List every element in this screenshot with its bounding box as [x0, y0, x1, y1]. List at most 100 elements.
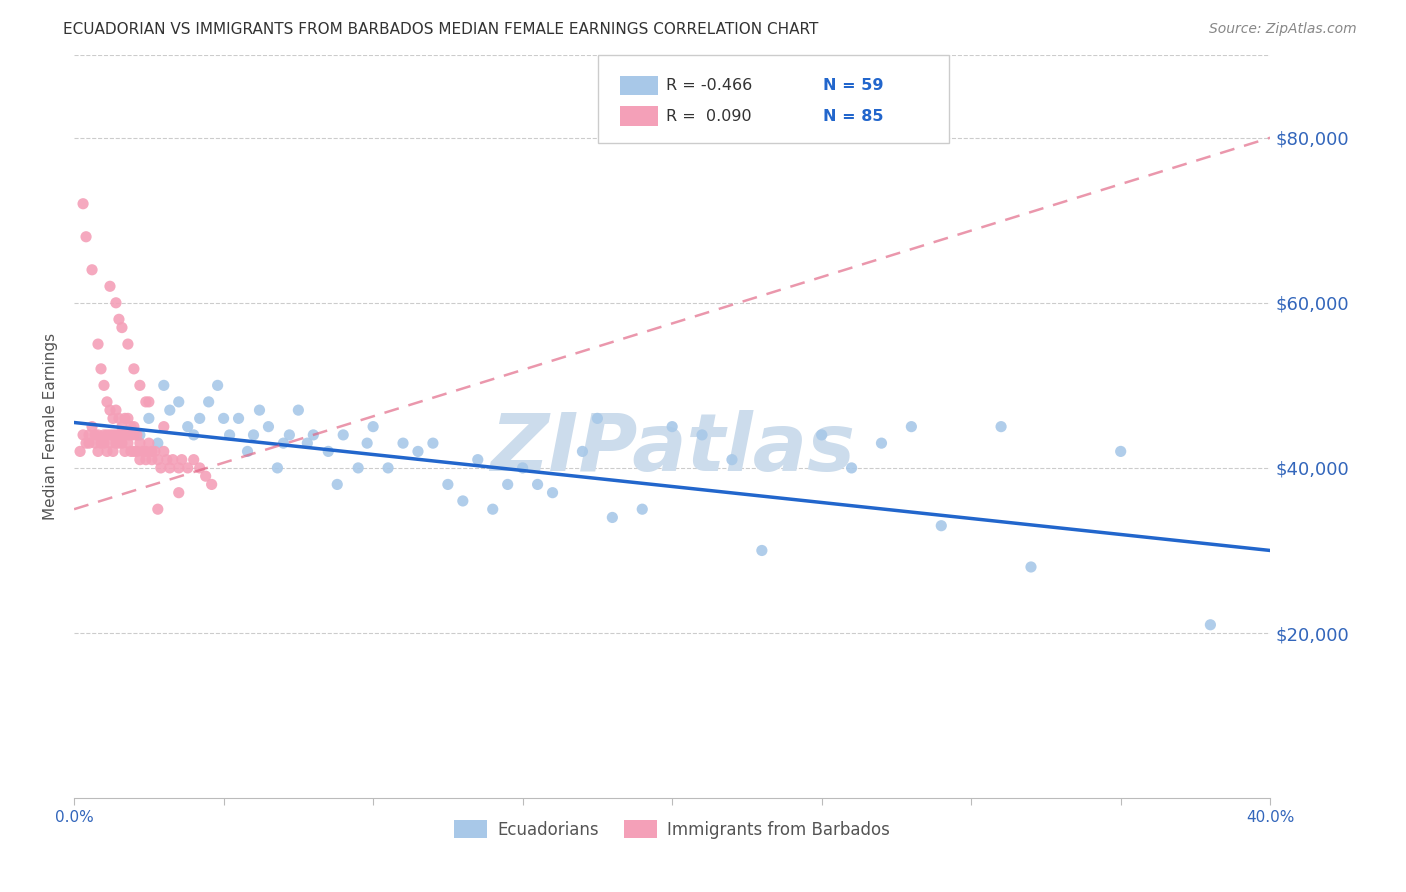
Point: [153, 419, 176, 434]
Text: N = 85: N = 85: [823, 109, 883, 124]
Point: [316, 444, 339, 458]
Point: [177, 419, 200, 434]
Point: [128, 428, 150, 442]
Point: [541, 485, 564, 500]
Point: [249, 403, 271, 417]
Point: [602, 510, 624, 524]
Point: [218, 428, 240, 442]
Point: [69, 444, 91, 458]
Point: [90, 436, 112, 450]
Point: [120, 419, 142, 434]
Point: [392, 436, 415, 450]
Point: [526, 477, 548, 491]
Point: [188, 461, 211, 475]
Point: [302, 428, 325, 442]
Point: [332, 428, 354, 442]
Point: [125, 444, 148, 458]
Point: [201, 477, 224, 491]
Point: [153, 444, 176, 458]
Point: [451, 494, 474, 508]
Text: R =  0.090: R = 0.090: [666, 109, 752, 124]
Point: [167, 485, 190, 500]
Point: [422, 436, 444, 450]
Point: [512, 461, 534, 475]
Point: [481, 502, 503, 516]
Point: [183, 452, 205, 467]
Point: [84, 436, 107, 450]
Point: [900, 419, 922, 434]
Point: [183, 428, 205, 442]
Point: [128, 378, 150, 392]
Point: [128, 436, 150, 450]
Point: [96, 428, 118, 442]
Point: [104, 428, 127, 442]
Point: [72, 196, 94, 211]
Point: [138, 411, 160, 425]
Point: [108, 312, 131, 326]
Point: [356, 436, 378, 450]
Point: [114, 428, 136, 442]
Point: [194, 469, 217, 483]
Point: [297, 436, 319, 450]
Point: [929, 518, 952, 533]
Point: [122, 419, 145, 434]
Point: [1199, 617, 1222, 632]
Point: [98, 403, 121, 417]
Point: [207, 378, 229, 392]
Point: [141, 444, 163, 458]
Point: [467, 452, 489, 467]
Point: [146, 452, 169, 467]
Point: [167, 395, 190, 409]
Point: [93, 428, 115, 442]
Point: [96, 444, 118, 458]
Point: [87, 444, 110, 458]
Point: [120, 444, 142, 458]
Point: [170, 452, 193, 467]
Point: [125, 428, 148, 442]
Y-axis label: Median Female Earnings: Median Female Earnings: [44, 333, 58, 520]
Point: [84, 428, 107, 442]
Point: [287, 403, 309, 417]
Text: ECUADORIAN VS IMMIGRANTS FROM BARBADOS MEDIAN FEMALE EARNINGS CORRELATION CHART: ECUADORIAN VS IMMIGRANTS FROM BARBADOS M…: [63, 22, 818, 37]
Point: [108, 436, 131, 450]
Point: [117, 428, 139, 442]
Point: [212, 411, 235, 425]
Point: [631, 502, 654, 516]
Point: [841, 461, 863, 475]
Point: [278, 428, 301, 442]
Point: [721, 452, 744, 467]
Point: [128, 452, 150, 467]
Point: [117, 436, 139, 450]
Point: [153, 378, 176, 392]
Text: R = -0.466: R = -0.466: [666, 78, 752, 93]
Point: [98, 436, 121, 450]
Point: [257, 419, 280, 434]
Text: N = 59: N = 59: [823, 78, 883, 93]
Point: [135, 444, 157, 458]
Legend: Ecuadorians, Immigrants from Barbados: Ecuadorians, Immigrants from Barbados: [447, 814, 897, 846]
Point: [117, 337, 139, 351]
Point: [98, 279, 121, 293]
Text: Source: ZipAtlas.com: Source: ZipAtlas.com: [1209, 22, 1357, 37]
Point: [111, 428, 134, 442]
Point: [361, 419, 384, 434]
Point: [75, 229, 97, 244]
Point: [114, 411, 136, 425]
Point: [104, 436, 127, 450]
Point: [146, 502, 169, 516]
Point: [138, 436, 160, 450]
Point: [377, 461, 399, 475]
Point: [406, 444, 429, 458]
Point: [135, 395, 157, 409]
Point: [75, 436, 97, 450]
Point: [138, 395, 160, 409]
Point: [80, 262, 103, 277]
Point: [690, 428, 713, 442]
Point: [111, 436, 134, 450]
Point: [177, 461, 200, 475]
Point: [162, 452, 184, 467]
Point: [228, 411, 250, 425]
Point: [108, 428, 131, 442]
Point: [1109, 444, 1132, 458]
Point: [72, 428, 94, 442]
